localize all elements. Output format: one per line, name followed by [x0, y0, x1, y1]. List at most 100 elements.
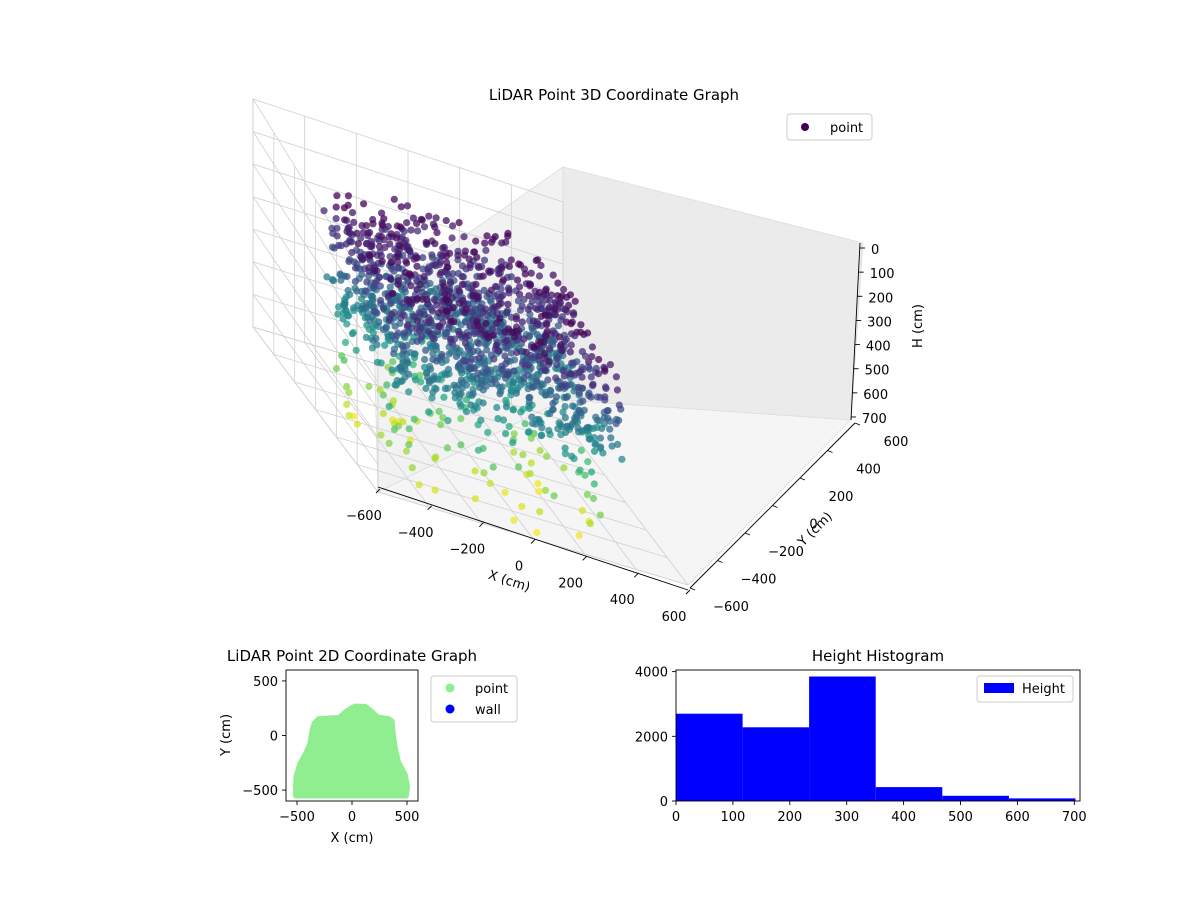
- scatter3d-point: [412, 254, 420, 262]
- scatter3d-point: [492, 319, 500, 327]
- scatter3d-point: [366, 317, 374, 325]
- histogram-legend-label: Height: [1022, 682, 1065, 697]
- scatter3d-point: [545, 344, 554, 352]
- scatter3d-point: [422, 238, 430, 246]
- scatter3d-point: [576, 466, 584, 474]
- scatter3d-point: [549, 399, 557, 408]
- scatter3d-point: [397, 203, 405, 211]
- scatter3d-point: [515, 260, 523, 268]
- scatter3d-point: [469, 292, 477, 300]
- scatter3d-point: [542, 391, 550, 399]
- scatter3d-point: [594, 370, 603, 378]
- scatter3d-point: [417, 323, 425, 331]
- scatter3d-point: [483, 366, 491, 374]
- scatter3d-point: [328, 276, 337, 284]
- scatter3d-ztick-label: 0: [871, 243, 879, 258]
- scatter3d-point: [387, 230, 395, 238]
- scatter3d-point: [560, 372, 568, 380]
- scatter3d-point: [430, 296, 438, 304]
- scatter3d-point: [373, 267, 381, 275]
- scatter3d-point: [373, 309, 381, 317]
- scatter3d-point: [567, 320, 575, 328]
- scatter3d-point: [544, 376, 552, 384]
- scatter3d-point: [520, 374, 528, 383]
- scatter3d-point: [565, 301, 573, 309]
- scatter3d-point: [440, 282, 448, 290]
- scatter3d-point: [590, 447, 599, 455]
- scatter3d-point: [377, 232, 386, 241]
- scatter3d-x-axis-line: [377, 486, 689, 591]
- scatter3d-point: [397, 314, 405, 322]
- scatter3d-point: [379, 391, 387, 399]
- scatter3d-point: [471, 467, 479, 475]
- scatter3d-point: [566, 291, 575, 299]
- scatter3d-point: [432, 214, 440, 222]
- scatter3d-point: [574, 424, 582, 432]
- histogram-bar: [1008, 798, 1076, 801]
- scatter3d-point: [541, 366, 549, 374]
- scatter3d-point: [491, 233, 499, 241]
- scatter3d-point: [414, 227, 422, 235]
- scatter3d-point: [529, 383, 537, 391]
- scatter3d-point: [436, 258, 444, 266]
- scatter3d-point: [449, 304, 457, 312]
- scatter3d-point: [359, 255, 367, 263]
- scatter3d-point: [334, 310, 342, 318]
- scatter3d-point: [482, 246, 490, 254]
- scatter3d-point: [551, 311, 560, 319]
- scatter3d-point: [596, 511, 605, 519]
- scatter3d-point: [543, 321, 551, 329]
- scatter3d-point: [513, 348, 521, 357]
- scatter3d-ytick-mark: [717, 560, 723, 563]
- scatter3d-point: [435, 407, 443, 415]
- scatter3d-point: [503, 308, 511, 317]
- histogram-bar: [742, 727, 810, 801]
- histogram-bar: [875, 787, 943, 801]
- scatter3d-point: [524, 305, 532, 314]
- scatter3d-point: [561, 444, 569, 452]
- scatter3d-point: [575, 531, 583, 540]
- scatter3d-point: [429, 388, 437, 396]
- scatter3d-point: [518, 502, 526, 511]
- scatter3d-point: [441, 332, 449, 340]
- scatter3d-point: [475, 339, 483, 348]
- scatter3d-point: [575, 389, 583, 397]
- scatter3d-point: [584, 458, 592, 466]
- scatter3d-xtick-mark: [479, 522, 484, 527]
- histogram-xtick-label: 300: [834, 810, 859, 825]
- scatter3d-ytick-mark: [799, 477, 806, 481]
- scatter3d-point: [443, 308, 451, 316]
- scatter3d-point: [545, 303, 553, 311]
- scatter3d-point: [455, 219, 463, 227]
- histogram-bar: [676, 713, 743, 801]
- scatter3d-point: [558, 382, 566, 390]
- scatter3d-point: [437, 421, 445, 429]
- histogram-xtick-label: 500: [948, 810, 973, 825]
- histogram-bar: [809, 676, 876, 801]
- scatter3d-point: [341, 216, 349, 224]
- scatter3d-point: [335, 303, 343, 311]
- scatter3d-point: [586, 435, 595, 443]
- scatter3d-point: [538, 424, 546, 432]
- scatter3d-point: [345, 411, 353, 420]
- histogram-xtick-label: 100: [720, 810, 745, 825]
- scatter3d-title: LiDAR Point 3D Coordinate Graph: [489, 86, 739, 104]
- scatter3d-point: [558, 423, 566, 431]
- scatter3d-point: [394, 250, 402, 258]
- scatter3d-point: [332, 203, 340, 211]
- scatter3d-point: [429, 261, 437, 269]
- scatter2d-xtick-label: 500: [395, 810, 420, 825]
- scatter3d-point: [340, 204, 348, 212]
- scatter3d-point: [450, 318, 458, 326]
- scatter3d-point: [401, 285, 409, 293]
- scatter3d-point: [527, 269, 535, 277]
- scatter3d-point: [403, 447, 411, 455]
- scatter3d-point: [545, 357, 553, 366]
- scatter3d-point: [403, 219, 411, 227]
- scatter3d-point: [502, 337, 510, 345]
- scatter3d-point: [472, 280, 480, 288]
- scatter3d-point: [601, 367, 609, 375]
- scatter3d-point: [508, 328, 517, 336]
